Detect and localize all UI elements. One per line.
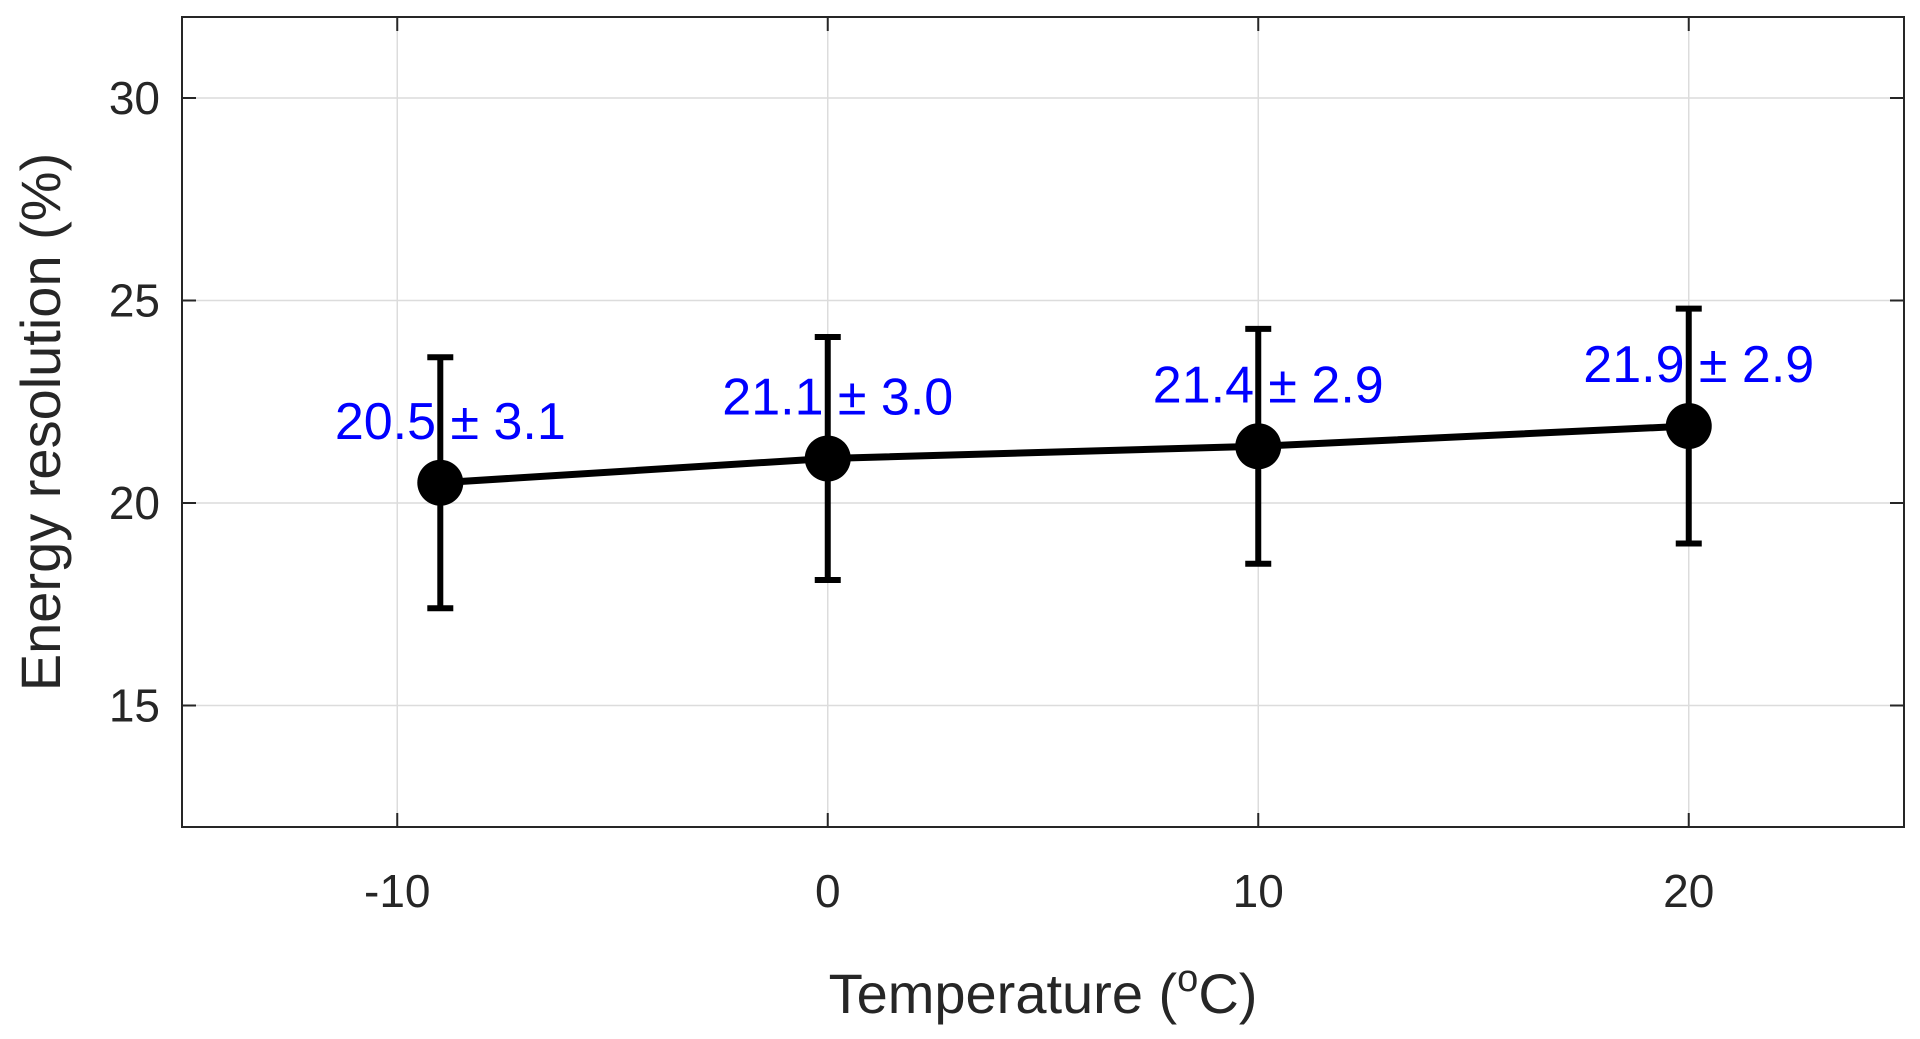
plot-background <box>182 17 1904 827</box>
y-tick-label: 30 <box>109 72 160 124</box>
y-axis-title: Energy resolution (%) <box>9 153 72 691</box>
series-layer <box>417 305 1712 612</box>
x-axis-title: Temperature (oC) <box>829 958 1258 1025</box>
data-point <box>1235 423 1282 470</box>
x-tick-label: 0 <box>815 865 841 917</box>
x-tick-label: 10 <box>1233 865 1284 917</box>
plot-frame <box>181 16 1905 828</box>
data-point <box>804 435 851 482</box>
y-tick-label: 20 <box>109 477 160 529</box>
x-tick-label: 20 <box>1663 865 1714 917</box>
data-point <box>1665 403 1712 450</box>
data-label: 21.1 ± 3.0 <box>722 368 953 426</box>
x-tick-label: -10 <box>364 865 430 917</box>
data-point <box>417 459 464 506</box>
y-tick-label: 25 <box>109 275 160 327</box>
series-line <box>440 422 1689 487</box>
y-tick-label: 15 <box>109 680 160 732</box>
data-label: 21.4 ± 2.9 <box>1153 356 1384 414</box>
tick-labels: -10 0 10 20 15 20 25 30 <box>109 17 1904 917</box>
data-label: 20.5 ± 3.1 <box>335 393 566 451</box>
x-axis-title-suffix: C) <box>1198 962 1257 1025</box>
x-axis-title-text: Temperature ( <box>829 962 1178 1025</box>
x-axis-title-superscript: o <box>1177 958 1198 1000</box>
data-label: 21.9 ± 2.9 <box>1583 336 1814 394</box>
data-labels: 20.5 ± 3.1 21.1 ± 3.0 21.4 ± 2.9 21.9 ± 2.9 <box>335 336 1814 451</box>
